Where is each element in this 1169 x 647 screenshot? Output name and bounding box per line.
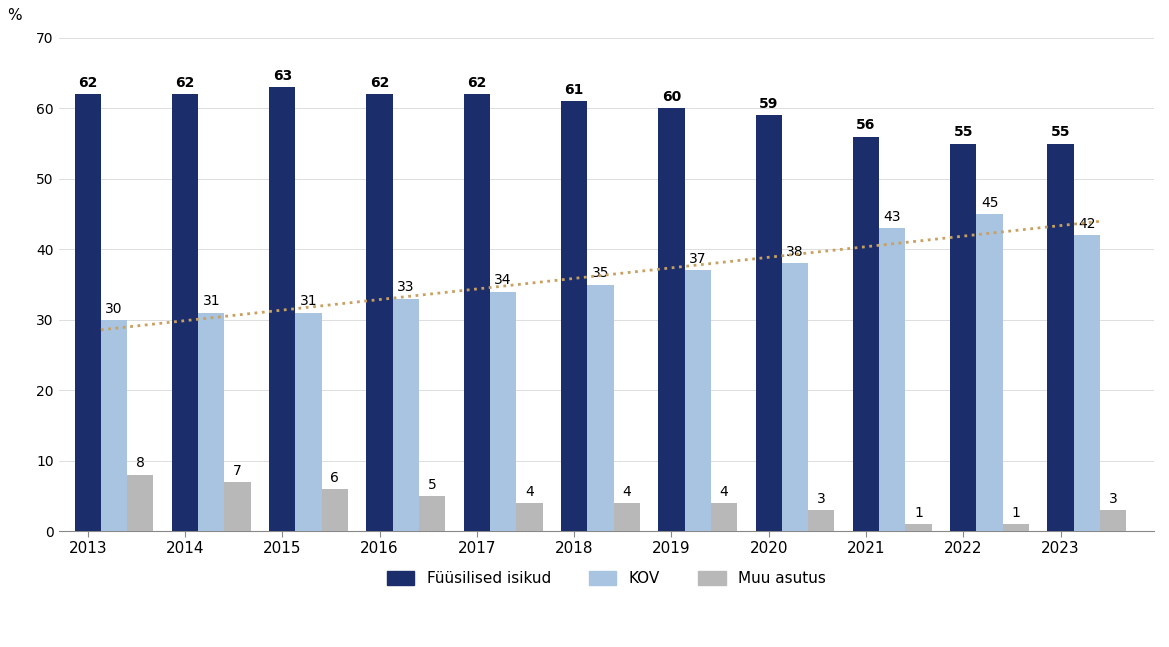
Bar xyxy=(976,214,1003,531)
Bar xyxy=(393,299,419,531)
Text: 55: 55 xyxy=(1051,126,1071,139)
Text: 4: 4 xyxy=(720,485,728,499)
Text: 55: 55 xyxy=(954,126,973,139)
Bar xyxy=(950,144,976,531)
Bar xyxy=(755,115,782,531)
Bar xyxy=(321,488,348,531)
Text: 8: 8 xyxy=(136,457,145,470)
Bar xyxy=(1074,236,1100,531)
Text: 4: 4 xyxy=(525,485,534,499)
Bar xyxy=(906,524,932,531)
Bar xyxy=(127,475,153,531)
Text: 31: 31 xyxy=(202,294,220,309)
Bar xyxy=(1100,510,1126,531)
Bar xyxy=(587,285,614,531)
Text: 56: 56 xyxy=(857,118,876,133)
Bar xyxy=(1047,144,1074,531)
Bar xyxy=(490,292,517,531)
Text: 35: 35 xyxy=(592,267,609,280)
Text: 59: 59 xyxy=(759,97,779,111)
Bar xyxy=(879,228,906,531)
Bar xyxy=(172,94,199,531)
Text: 30: 30 xyxy=(105,302,123,316)
Text: 7: 7 xyxy=(233,463,242,477)
Text: 60: 60 xyxy=(662,90,682,104)
Text: 34: 34 xyxy=(494,273,512,287)
Bar xyxy=(199,313,224,531)
Bar xyxy=(101,320,127,531)
Text: 5: 5 xyxy=(428,477,436,492)
Bar xyxy=(1003,524,1029,531)
Bar xyxy=(711,503,738,531)
Bar xyxy=(853,137,879,531)
Bar xyxy=(419,496,445,531)
Y-axis label: %: % xyxy=(7,8,22,23)
Bar xyxy=(808,510,835,531)
Text: 6: 6 xyxy=(331,470,339,485)
Bar xyxy=(224,482,250,531)
Text: 1: 1 xyxy=(1011,506,1021,520)
Bar xyxy=(75,94,101,531)
Bar xyxy=(685,270,711,531)
Bar xyxy=(614,503,639,531)
Bar xyxy=(269,87,296,531)
Bar xyxy=(366,94,393,531)
Text: 3: 3 xyxy=(1108,492,1118,506)
Text: 4: 4 xyxy=(622,485,631,499)
Text: 42: 42 xyxy=(1078,217,1095,231)
Legend: Füüsilised isikud, KOV, Muu asutus: Füüsilised isikud, KOV, Muu asutus xyxy=(381,565,832,593)
Text: 62: 62 xyxy=(175,76,195,90)
Text: 63: 63 xyxy=(272,69,292,83)
Text: 31: 31 xyxy=(299,294,318,309)
Text: 62: 62 xyxy=(369,76,389,90)
Text: 33: 33 xyxy=(397,280,415,294)
Text: 62: 62 xyxy=(78,76,97,90)
Bar xyxy=(658,109,685,531)
Text: 62: 62 xyxy=(468,76,486,90)
Bar xyxy=(464,94,490,531)
Text: 43: 43 xyxy=(884,210,901,224)
Text: 3: 3 xyxy=(817,492,825,506)
Bar xyxy=(782,263,808,531)
Bar xyxy=(517,503,542,531)
Bar xyxy=(296,313,321,531)
Text: 38: 38 xyxy=(787,245,804,259)
Text: 61: 61 xyxy=(565,83,583,97)
Bar xyxy=(561,102,587,531)
Text: 1: 1 xyxy=(914,506,924,520)
Text: 45: 45 xyxy=(981,196,998,210)
Text: 37: 37 xyxy=(689,252,706,266)
